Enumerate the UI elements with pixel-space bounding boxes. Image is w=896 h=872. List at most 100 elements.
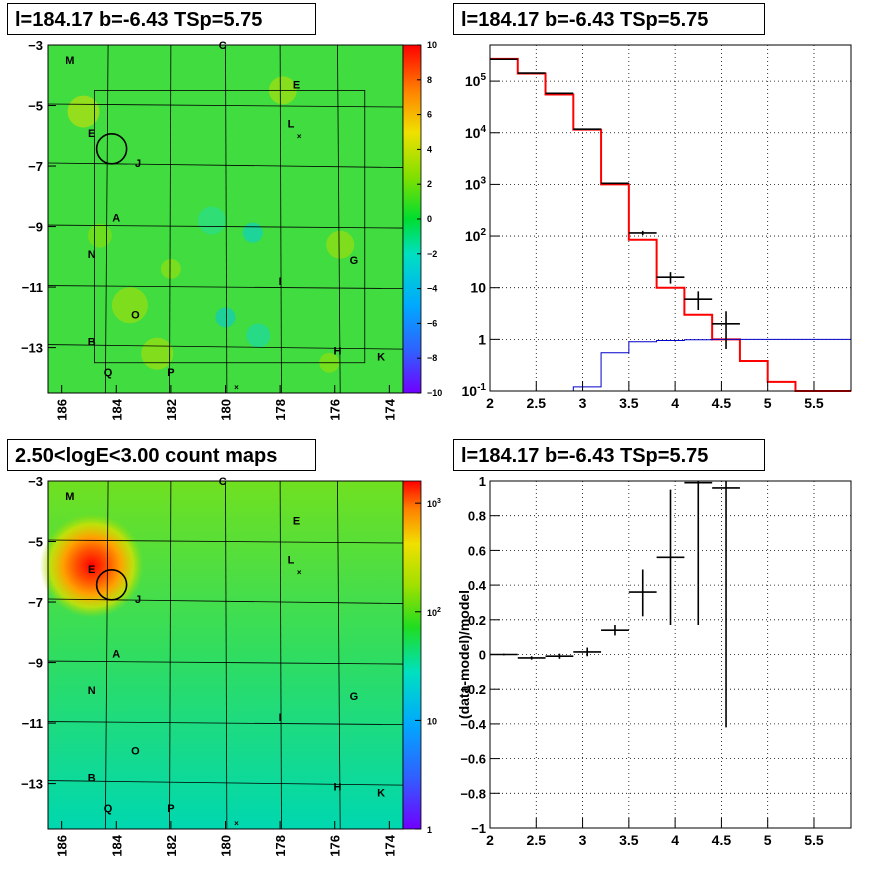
y-tick-label: −7 — [28, 159, 43, 174]
y-tick-label: 10-1 — [462, 382, 487, 399]
x-tick-label: 5 — [764, 832, 772, 848]
y-tick-label: −9 — [28, 220, 43, 235]
source-cross-marker: × — [297, 132, 302, 141]
x-tick-label: 178 — [273, 835, 288, 857]
map-grid-line — [47, 721, 404, 725]
y-tick-label: 103 — [465, 175, 487, 192]
y-tick-label: −0.8 — [460, 786, 486, 801]
x-tick-label: 184 — [109, 398, 124, 420]
source-label: G — [350, 691, 359, 703]
x-tick-label: 174 — [382, 398, 397, 420]
map-grid-line — [47, 660, 404, 665]
x-tick-label: 180 — [219, 399, 234, 421]
source-label: K — [377, 352, 385, 364]
colorbar-tick-label: 6 — [427, 110, 432, 120]
map-grid-line — [47, 103, 404, 108]
x-tick-label: 3.5 — [619, 395, 639, 411]
y-tick-label: −5 — [28, 99, 43, 114]
source-label: G — [350, 255, 359, 267]
y-tick-label: 0.2 — [468, 613, 486, 628]
source-label: H — [333, 346, 341, 358]
source-label: E — [88, 564, 95, 576]
roi-box — [94, 89, 366, 364]
source-label: C — [219, 40, 227, 52]
source-label: N — [88, 685, 96, 697]
x-tick-label: 176 — [328, 399, 343, 421]
y-tick-label: −3 — [28, 38, 43, 53]
top-right-title: l=184.17 b=-6.43 TSp=5.75 — [453, 3, 765, 35]
y-tick-label: −13 — [21, 341, 43, 356]
source-label: I — [279, 712, 282, 724]
source-label: E — [88, 128, 95, 140]
map-texture-patch — [197, 206, 226, 235]
target-circle — [95, 568, 128, 601]
source-label: A — [112, 212, 120, 224]
bottom-left-title: 2.50<logE<3.00 count maps — [7, 439, 316, 471]
colorbar-tick-label: 0 — [427, 214, 432, 224]
source-label: Q — [104, 367, 113, 379]
y-tick-label: 104 — [465, 124, 487, 141]
x-tick-label: 182 — [164, 835, 179, 857]
residual-ratio-panel: 2 2.5 3 3.5 4 4.5 5 5.5 −1 −0.8 −0.6 −0.4 −0.2 0 0.2 0.… — [456, 474, 852, 848]
map-grid-line — [279, 44, 282, 394]
map-grid-line — [47, 539, 404, 544]
map-grid-line — [225, 44, 228, 394]
map-texture-patch — [87, 223, 112, 248]
colorbar-tick-label: 1 — [427, 825, 432, 835]
x-tick-label: 186 — [55, 835, 70, 857]
colorbar-tick-label: −8 — [427, 353, 437, 363]
y-tick-label: 0.4 — [468, 578, 487, 593]
colorbar-tick-label: −6 — [427, 318, 437, 328]
y-tick-label: 105 — [465, 72, 487, 89]
source-label: B — [88, 337, 96, 349]
source-label: E — [293, 79, 300, 91]
y-axis-label: (data-model)/model — [456, 590, 472, 719]
source-label: J — [135, 594, 141, 606]
y-tick-label: −11 — [22, 716, 43, 731]
colorbar — [402, 480, 422, 830]
source-label: M — [65, 55, 74, 67]
colorbar-tick-label: −2 — [427, 249, 437, 259]
map-texture-patch — [160, 258, 181, 279]
map-grid-line — [225, 480, 228, 830]
source-label: C — [219, 476, 227, 488]
y-tick-label: −13 — [21, 777, 43, 792]
x-tick-label: 176 — [328, 835, 343, 857]
y-tick-label: 0 — [479, 648, 486, 663]
y-tick-label: 1 — [478, 331, 486, 347]
source-label: P — [167, 803, 174, 815]
source-label: L — [288, 119, 295, 131]
y-tick-label: −9 — [28, 656, 43, 671]
map-texture-patch — [141, 337, 174, 370]
model-step-line — [490, 338, 851, 392]
source-label: B — [88, 773, 96, 785]
y-tick-label: −0.4 — [460, 717, 486, 732]
source-label: N — [88, 249, 96, 261]
map-grid-line — [47, 285, 404, 289]
map-texture-patch — [246, 323, 271, 348]
map-texture-patch — [326, 230, 355, 259]
map-grid-line — [47, 224, 404, 229]
source-label: J — [135, 158, 141, 170]
y-tick-label: 0.6 — [468, 543, 486, 558]
colorbar-tick-label: 2 — [427, 179, 432, 189]
colorbar-tick-label: −4 — [427, 284, 437, 294]
x-tick-label: 3 — [579, 395, 587, 411]
source-label: M — [65, 491, 74, 503]
x-tick-label: 178 — [273, 399, 288, 421]
colorbar-tick-label: 8 — [427, 75, 432, 85]
residual-map-panel: M C E L E J A N G I O B H K Q P × × 186 184 182 180 178 176 174 −… — [21, 38, 442, 421]
x-tick-label: 2.5 — [527, 395, 547, 411]
source-label: A — [112, 648, 120, 660]
x-tick-label: 4 — [671, 832, 679, 848]
source-label: P — [167, 367, 174, 379]
source-cross-marker: × — [234, 383, 239, 392]
source-label: O — [131, 745, 140, 757]
y-tick-label: −5 — [28, 535, 43, 550]
source-label: H — [333, 782, 341, 794]
source-label: E — [293, 515, 300, 527]
map-texture-patch — [215, 307, 236, 328]
map-grid-line — [169, 44, 172, 394]
colorbar-tick-label: 103 — [427, 498, 441, 509]
